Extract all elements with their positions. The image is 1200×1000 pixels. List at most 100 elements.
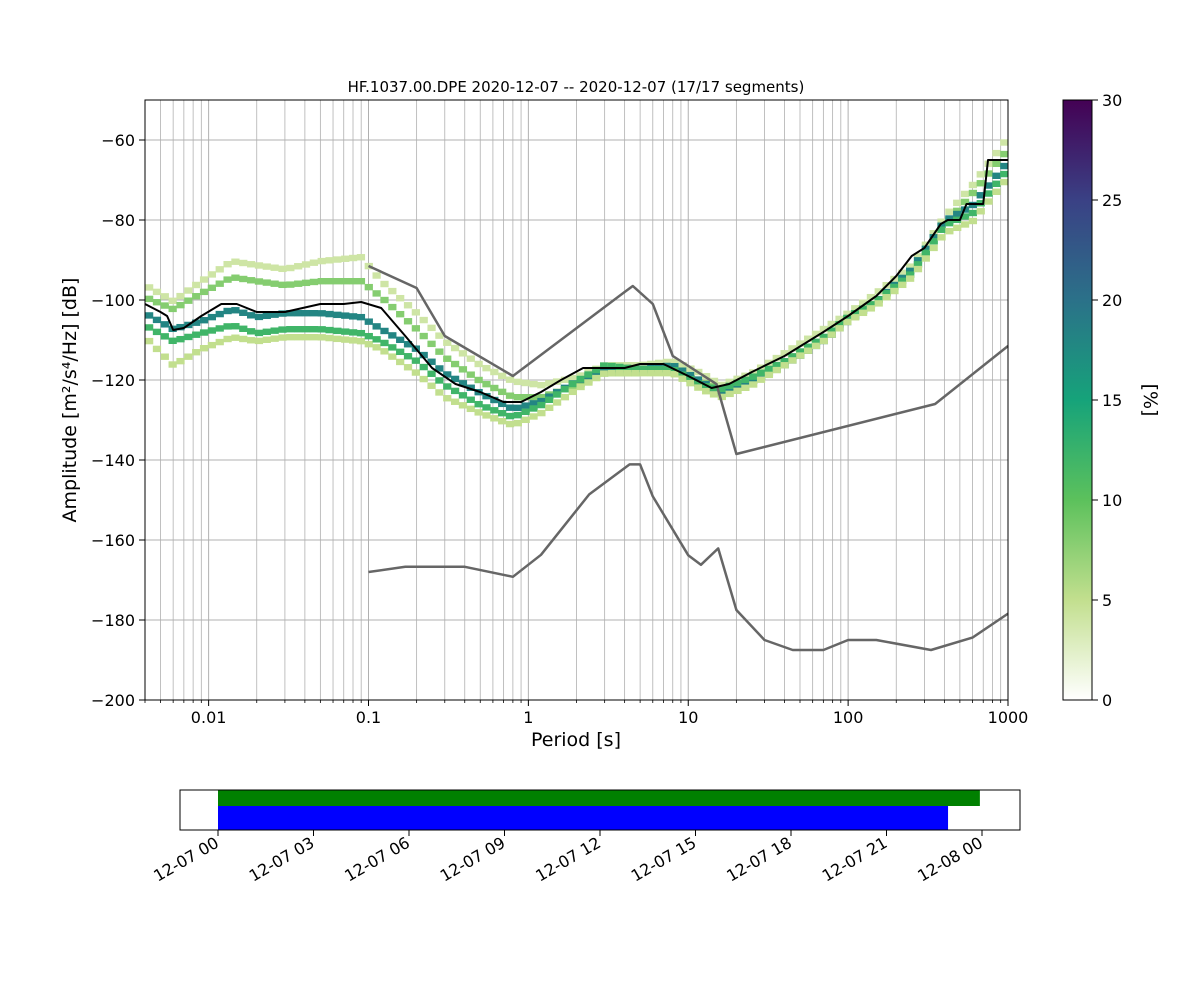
density-cell [278,310,287,317]
density-cell [223,323,232,330]
density-cell [600,370,609,377]
density-cell [246,312,256,319]
density-cell [976,192,985,199]
density-cell [490,384,499,392]
density-cell [207,327,217,334]
density-cell [435,365,444,372]
density-cell [152,316,162,324]
timeline-tick-label: 12-07 06 [341,833,413,885]
x-tick-label: 1 [523,708,533,727]
density-cell [199,317,209,324]
density-cell [772,354,781,362]
density-cell [403,302,413,309]
density-cell [835,325,844,332]
density-cell [843,314,852,322]
density-cell [749,373,758,380]
density-cell [231,307,240,314]
density-cell [262,279,271,286]
density-cell [498,372,507,380]
density-cell [906,263,915,270]
density-cell [278,265,287,273]
density-cell [945,208,954,215]
density-cell [654,366,664,373]
density-cell [537,397,546,405]
density-cell [529,380,538,388]
density-cell [576,380,585,387]
density-cell [411,357,420,364]
density-cell [317,310,326,317]
density-cell [568,388,577,396]
density-cell [262,263,271,270]
density-cell [372,344,381,351]
density-cell [450,344,460,352]
density-cell [419,332,428,340]
density-cell [498,388,507,396]
density-cell [717,389,726,397]
density-cell [709,377,719,385]
density-cell [921,249,930,256]
density-cell [325,326,334,334]
density-cell [858,305,868,313]
density-cell [851,314,860,321]
density-cell [317,257,326,265]
density-cell [215,266,224,273]
density-cell [945,219,954,227]
density-cell [882,290,891,297]
density-cell [348,337,358,344]
y-tick-label: −140 [91,451,135,470]
density-cell [450,375,460,383]
timeline-bars [218,790,980,830]
density-cell [725,390,734,398]
density-cell [403,341,413,348]
density-cell [960,213,970,220]
x-tick-label: 0.01 [191,708,227,727]
density-cell [545,380,554,387]
density-cell [270,327,279,334]
density-cell [450,387,460,395]
density-cell [898,277,907,285]
density-cell [505,376,515,383]
density-cell [474,360,483,368]
density-cell [207,313,217,321]
density-cell [364,283,373,291]
density-cell [466,384,475,391]
y-tick-label: −120 [91,371,135,390]
density-cell [513,378,522,386]
density-cell [749,369,758,376]
density-cell [819,325,828,333]
density-cell [223,261,232,268]
density-cell [725,378,734,386]
major-grid [145,100,1009,701]
density-cell [874,300,883,307]
density-cell [396,358,405,366]
density-cell [380,327,389,335]
density-cell [270,280,279,287]
density-cell [286,264,295,272]
density-cell [709,391,719,398]
density-cell [199,329,209,336]
density-cell [443,383,452,390]
density-cell [615,363,624,371]
density-cell [309,278,318,286]
density-cell [301,310,311,317]
colorbar-tick-label: 5 [1102,591,1112,610]
density-cell [537,381,546,389]
density-cell [937,222,946,229]
density-cell [552,391,562,398]
density-cell [913,261,923,268]
density-cell [521,402,530,409]
colorbar: 0 5 10 15 20 25 30 [%] [1062,91,1161,710]
density-cell [427,370,436,377]
y-tick-label: −60 [101,131,135,150]
density-cell [764,365,774,373]
density-cell [458,392,468,399]
density-cell [1000,178,1009,186]
density-cell [733,387,742,395]
density-cell [152,288,162,296]
density-cell [819,337,828,345]
density-cell [858,309,868,317]
density-cell [419,375,428,383]
density-cell [686,379,695,387]
density-cell [772,366,781,374]
density-cell [654,370,664,377]
